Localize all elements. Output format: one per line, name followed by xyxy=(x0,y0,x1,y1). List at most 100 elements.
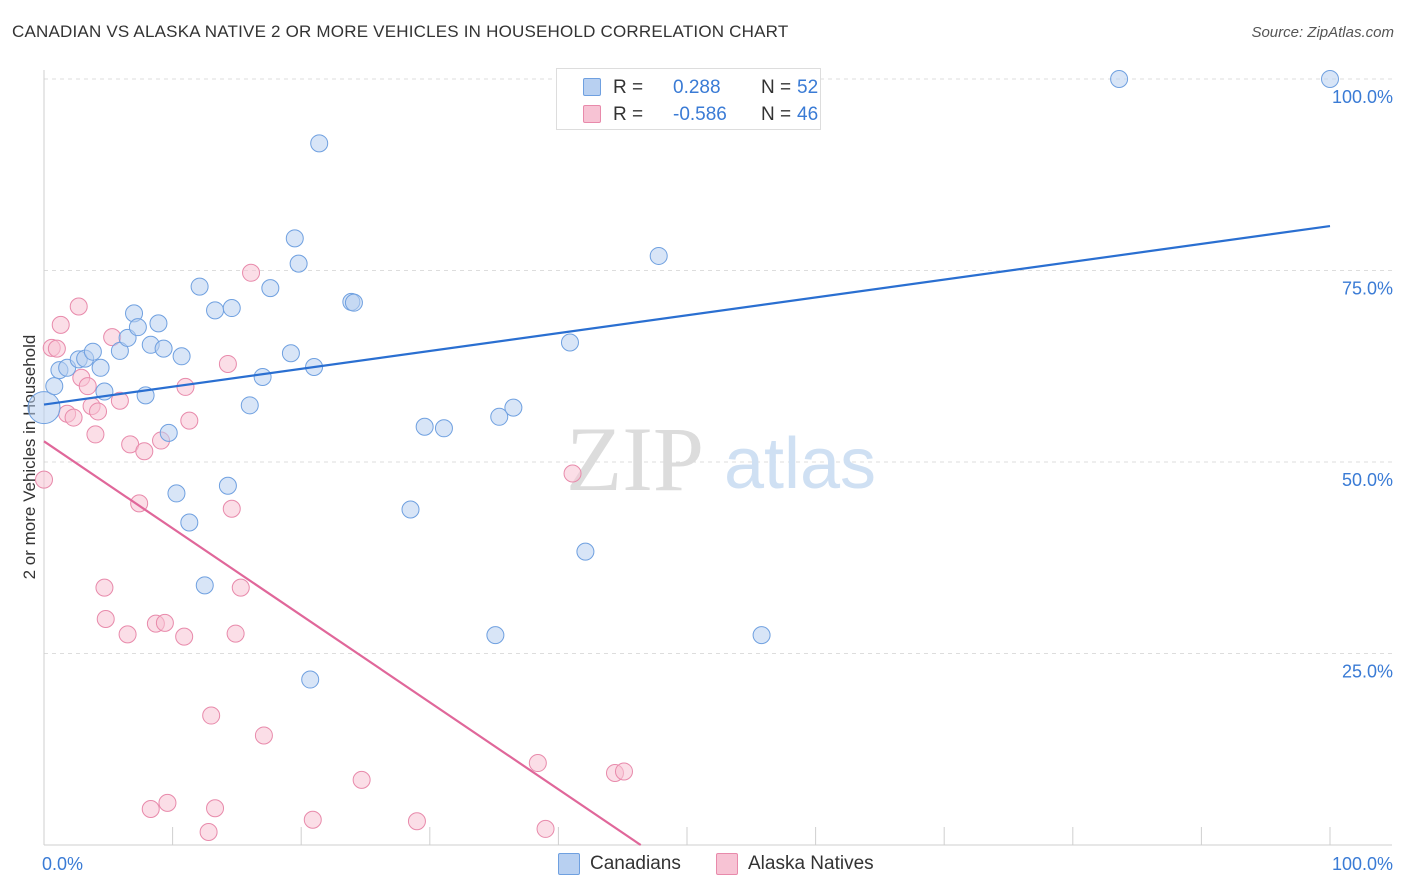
alaska-native-point xyxy=(226,624,245,643)
alaska-native-point xyxy=(563,464,582,483)
alaska-native-point xyxy=(206,799,225,818)
canadian-point xyxy=(415,417,434,436)
canadian-point xyxy=(504,398,523,417)
canadian-point xyxy=(240,396,259,415)
legend-n-value: 52 xyxy=(797,77,819,98)
alaska-native-point xyxy=(352,770,371,789)
canadian-point xyxy=(253,367,272,386)
canadian-point xyxy=(576,542,595,561)
alaska-natives-trend-line xyxy=(43,440,642,846)
canadian-point xyxy=(434,419,453,438)
legend-r-value: -0.586 xyxy=(673,104,727,125)
alaska-native-point xyxy=(35,470,53,489)
chart-title: CANADIAN VS ALASKA NATIVE 2 OR MORE VEHI… xyxy=(12,22,789,41)
canadian-point xyxy=(752,626,771,645)
alaska-native-point xyxy=(218,354,237,373)
alaska-native-point xyxy=(51,315,70,334)
canadian-point xyxy=(285,229,304,248)
legend-n-label: N = xyxy=(761,77,792,98)
alaska-native-point xyxy=(64,408,83,427)
alaska-native-point xyxy=(222,499,241,518)
canadian-point xyxy=(344,293,363,312)
alaska-native-point xyxy=(231,578,250,597)
tick-labels: 25.0% 50.0% 75.0% 100.0% 0.0% 100.0% xyxy=(42,87,1393,874)
canadian-point xyxy=(154,339,173,358)
alaska-native-point xyxy=(199,822,218,841)
source-credit: Source: ZipAtlas.com xyxy=(1251,24,1394,41)
canadian-point xyxy=(45,377,64,396)
watermark: ZIP atlas xyxy=(566,408,876,510)
legend-r-label: R = xyxy=(613,104,644,125)
alaska-native-point xyxy=(78,377,97,396)
x-tick-label: 100.0% xyxy=(1332,854,1393,874)
alaska-native-point xyxy=(536,819,555,838)
canadian-point xyxy=(401,500,420,519)
canadian-point xyxy=(486,626,505,645)
legend-swatch-pink xyxy=(583,105,601,123)
canadian-point xyxy=(172,347,191,366)
alaska-native-point xyxy=(303,810,322,829)
canadian-point xyxy=(128,318,147,337)
series-legend: Canadians Alaska Natives xyxy=(0,852,1406,876)
trend-lines xyxy=(43,224,1331,846)
canadian-point xyxy=(490,407,509,426)
canadian-point xyxy=(83,342,102,361)
alaska-native-point xyxy=(180,411,199,430)
canadian-point xyxy=(1321,70,1339,88)
alaska-natives-label: Alaska Natives xyxy=(748,853,874,874)
canadian-point xyxy=(222,299,241,318)
alaska-native-point xyxy=(176,377,195,396)
alaska-native-point xyxy=(141,799,160,818)
alaska-native-point xyxy=(202,706,221,725)
legend-swatch-blue xyxy=(583,78,601,96)
canadians-trend-line xyxy=(43,224,1331,406)
alaska-native-point xyxy=(110,391,129,410)
canadian-point xyxy=(195,576,214,595)
alaska-native-point xyxy=(528,754,547,773)
alaska-native-point xyxy=(155,613,174,632)
y-tick-label: 75.0% xyxy=(1342,279,1393,299)
alaska-native-point xyxy=(242,263,261,282)
canadian-point xyxy=(27,391,61,425)
alaska-native-point xyxy=(47,339,66,358)
alaska-native-point xyxy=(96,610,115,629)
canadian-point xyxy=(1110,70,1129,88)
alaska-natives-swatch xyxy=(716,853,738,875)
canadian-point xyxy=(649,246,668,265)
x-tick-label: 0.0% xyxy=(42,854,83,874)
canadian-point xyxy=(167,484,186,503)
canadian-point xyxy=(310,134,329,153)
stats-legend: R = 0.288 N = 52 R = -0.586 N = 46 xyxy=(556,68,821,130)
y-tick-label: 100.0% xyxy=(1332,87,1393,107)
canadian-point xyxy=(218,476,237,495)
alaska-native-point xyxy=(254,726,273,745)
alaska-natives-points xyxy=(35,263,633,841)
axes xyxy=(43,70,1392,846)
alaska-native-point xyxy=(86,425,105,444)
alaska-native-point xyxy=(614,762,633,781)
canadian-point xyxy=(281,344,300,363)
canadian-point xyxy=(91,358,110,377)
alaska-native-point xyxy=(135,442,154,461)
alaska-native-point xyxy=(89,402,108,421)
canadian-point xyxy=(149,314,168,333)
canadian-point xyxy=(261,279,280,298)
legend-n-value: 46 xyxy=(797,104,819,125)
canadian-point xyxy=(289,254,308,273)
canadian-point xyxy=(159,423,178,442)
alaska-native-point xyxy=(407,812,426,831)
gridlines xyxy=(44,78,1392,654)
canadians-label: Canadians xyxy=(590,853,681,874)
alaska-native-point xyxy=(158,793,177,812)
alaska-native-point xyxy=(118,625,137,644)
y-tick-label: 50.0% xyxy=(1342,470,1393,490)
alaska-native-point xyxy=(69,297,88,316)
legend-r-label: R = xyxy=(613,77,644,98)
y-tick-label: 25.0% xyxy=(1342,662,1393,682)
alaska-native-point xyxy=(175,627,194,646)
watermark-zip: ZIP xyxy=(566,408,704,510)
canadians-points xyxy=(27,70,1339,689)
canadian-point xyxy=(301,670,320,689)
canadian-point xyxy=(190,277,209,296)
